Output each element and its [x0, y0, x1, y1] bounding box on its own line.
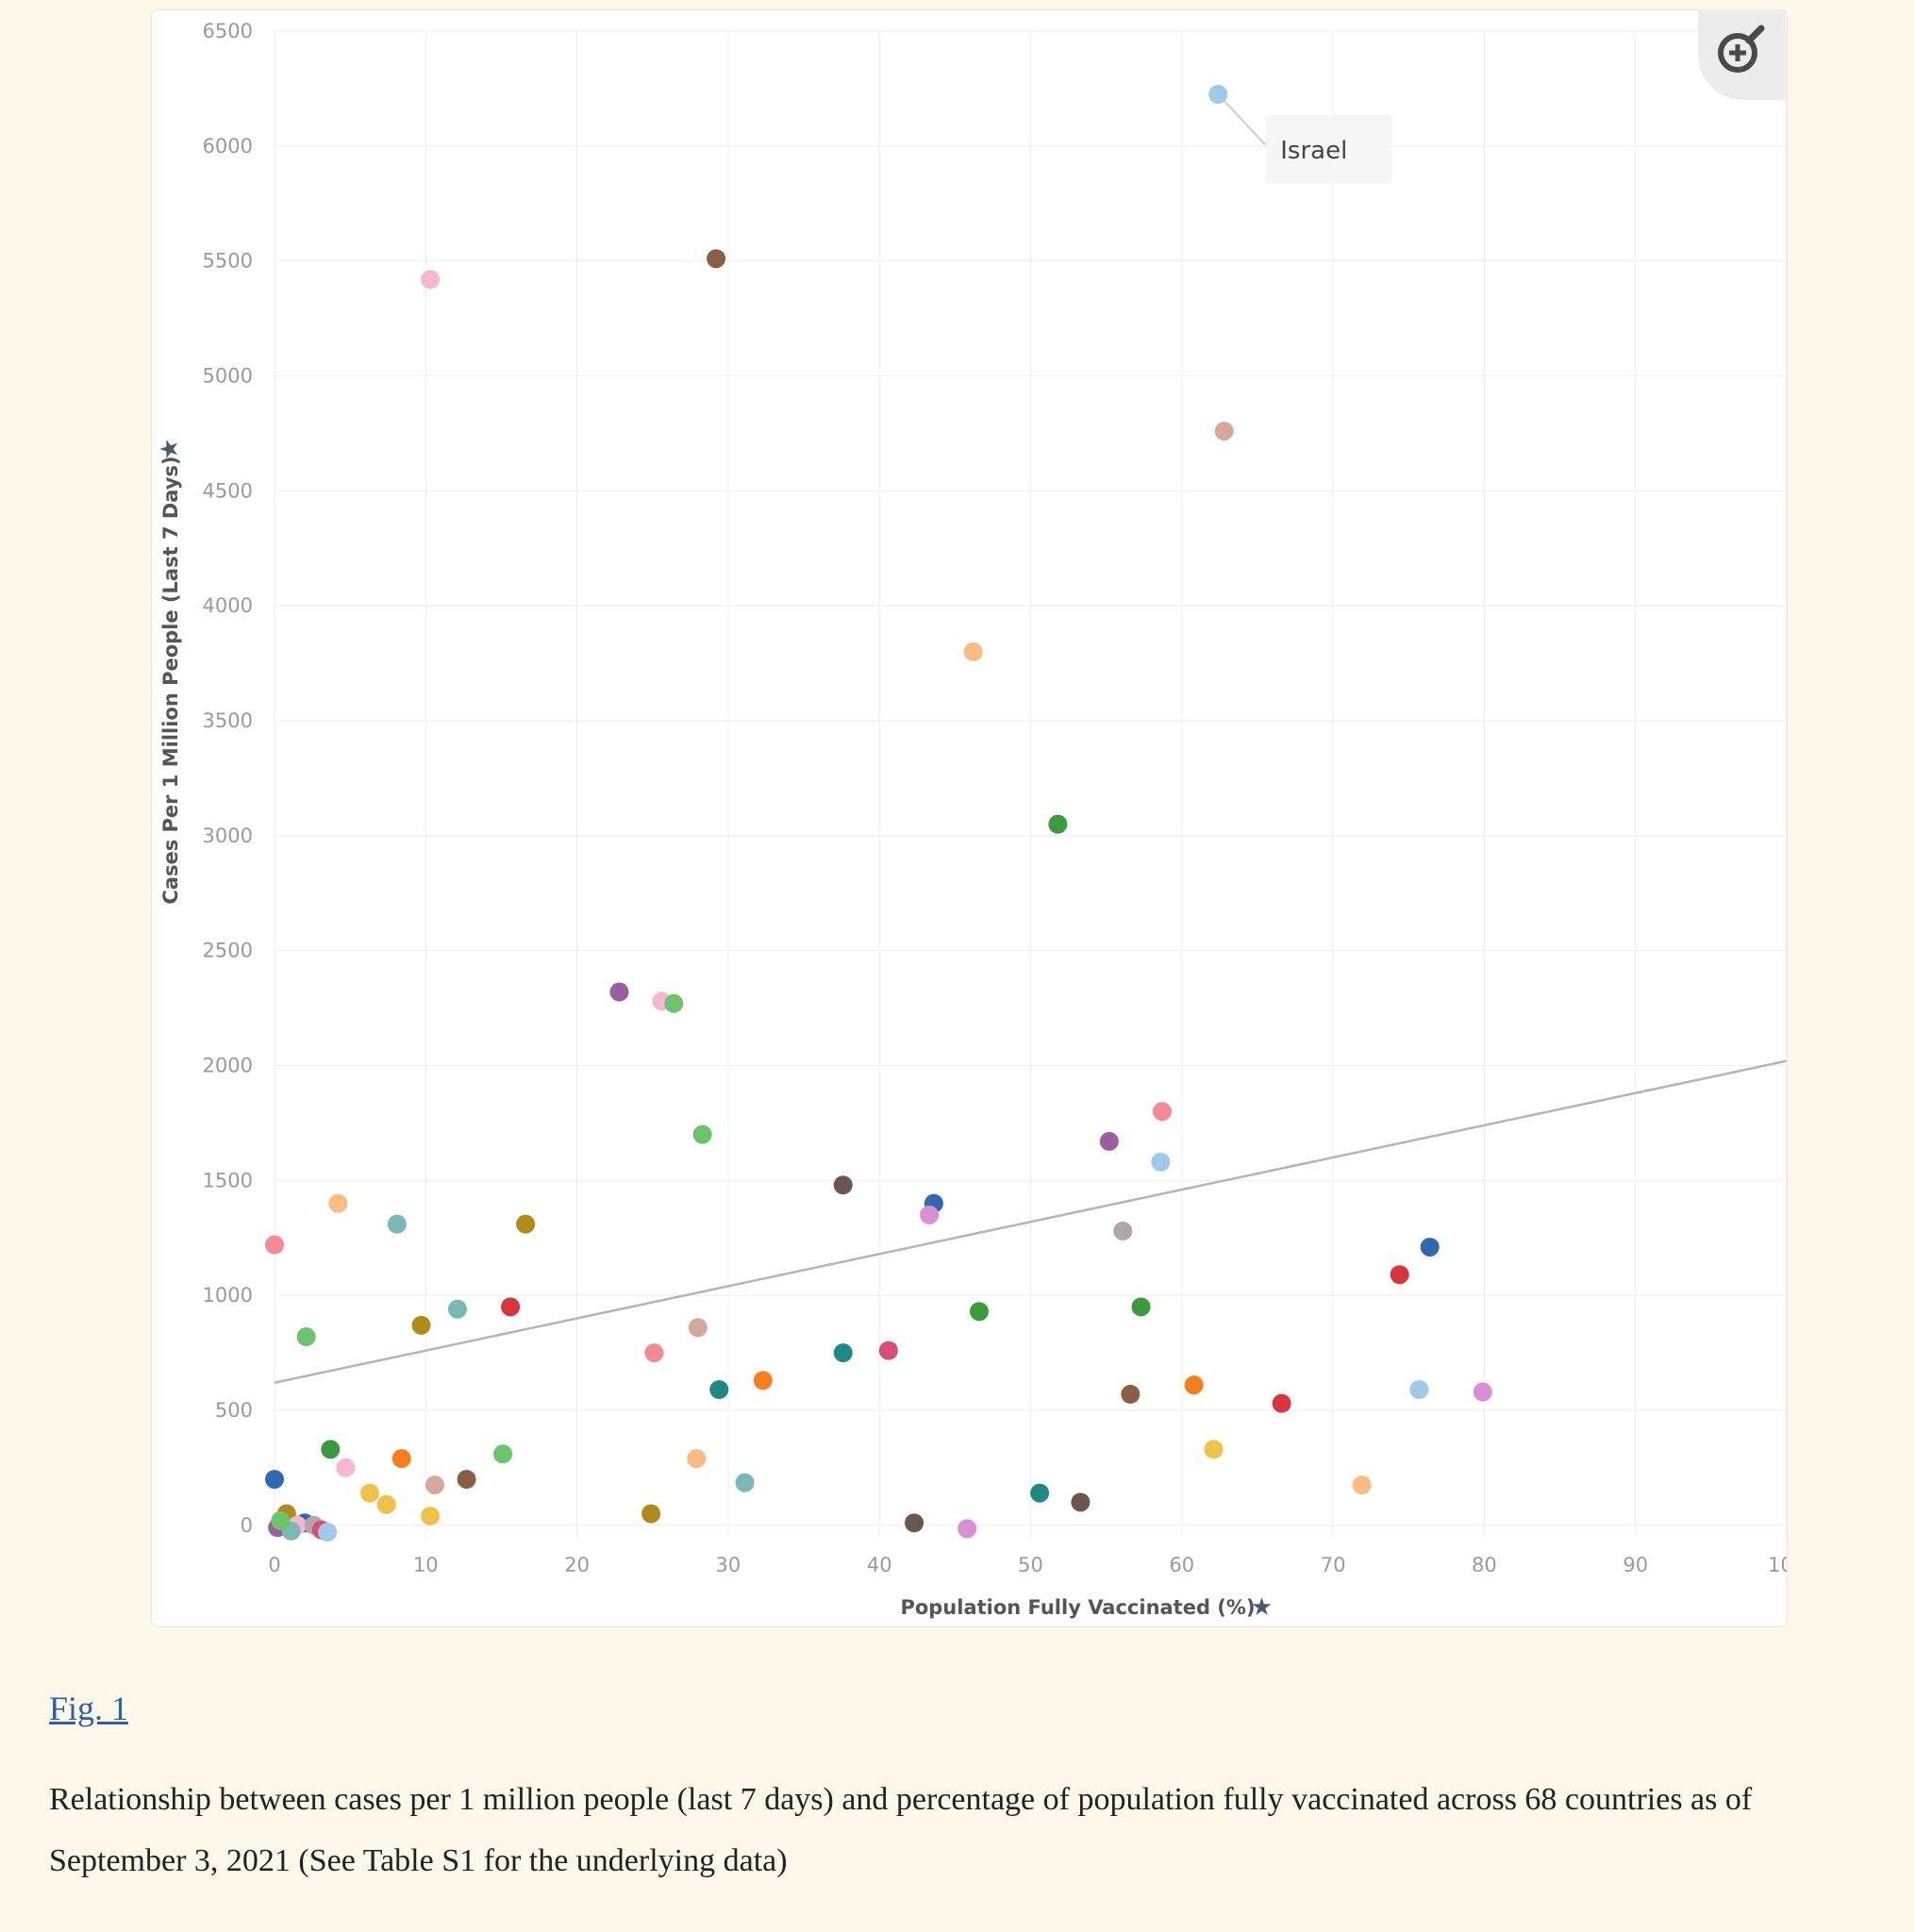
figure-caption: Relationship between cases per 1 million…: [49, 1782, 1753, 1878]
annotation-box: [1265, 115, 1392, 184]
scatter-point[interactable]: [328, 1193, 348, 1213]
x-tick-label: 80: [1472, 1554, 1497, 1576]
x-axis-pin-icon[interactable]: ★: [1251, 1592, 1273, 1621]
scatter-point[interactable]: [387, 1214, 407, 1234]
scatter-point[interactable]: [493, 1444, 513, 1464]
x-tick-label: 30: [716, 1554, 741, 1576]
scatter-point[interactable]: [516, 1214, 536, 1234]
scatter-point[interactable]: [1048, 814, 1068, 834]
x-axis-title: Population Fully Vaccinated (%): [900, 1596, 1255, 1619]
scatter-point[interactable]: [1184, 1375, 1204, 1395]
scatter-point[interactable]: [664, 993, 684, 1013]
scatter-point[interactable]: [1152, 1102, 1172, 1122]
figure-link[interactable]: Fig. 1: [49, 1690, 129, 1727]
scatter-point[interactable]: [1208, 85, 1228, 105]
y-tick-label: 3000: [203, 824, 253, 847]
scatter-point[interactable]: [501, 1297, 521, 1317]
scatter-point[interactable]: [833, 1175, 853, 1195]
scatter-point[interactable]: [421, 270, 441, 290]
scatter-point[interactable]: [963, 641, 983, 661]
scatter-point[interactable]: [421, 1507, 441, 1526]
scatter-point[interactable]: [318, 1523, 338, 1542]
y-tick-label: 5500: [203, 250, 253, 273]
scatter-point[interactable]: [1131, 1297, 1151, 1317]
x-tick-label: 20: [564, 1554, 590, 1576]
scatter-point[interactable]: [265, 1470, 284, 1490]
y-tick-label: 3500: [203, 709, 253, 732]
scatter-point[interactable]: [688, 1318, 708, 1338]
scatter-point[interactable]: [641, 1504, 661, 1524]
scatter-point[interactable]: [321, 1440, 341, 1459]
scatter-point[interactable]: [1030, 1483, 1050, 1503]
y-tick-label: 5000: [203, 364, 253, 387]
scatter-point[interactable]: [969, 1302, 989, 1322]
annotation-label: Israel: [1280, 137, 1347, 165]
scatter-point[interactable]: [707, 249, 726, 269]
x-tick-label: 100: [1768, 1554, 1787, 1576]
y-axis-title: Cases Per 1 Million People (Last 7 Days): [159, 456, 182, 904]
x-tick-label: 90: [1623, 1554, 1648, 1576]
scatter-point[interactable]: [1420, 1237, 1440, 1257]
scatter-point[interactable]: [447, 1299, 467, 1319]
y-tick-label: 6500: [203, 20, 253, 42]
scatter-point[interactable]: [833, 1343, 853, 1363]
scatter-point[interactable]: [709, 1380, 729, 1400]
scatter-point[interactable]: [644, 1343, 664, 1363]
y-tick-label: 6000: [203, 135, 253, 158]
scatter-point[interactable]: [958, 1519, 977, 1539]
zoom-in-icon[interactable]: [1698, 9, 1786, 100]
scatter-point[interactable]: [457, 1470, 476, 1490]
annotation-leader-line: [1217, 93, 1274, 154]
scatter-point[interactable]: [920, 1205, 940, 1224]
y-tick-label: 500: [215, 1399, 253, 1422]
y-tick-label: 4000: [203, 594, 253, 617]
scatter-point[interactable]: [1352, 1475, 1372, 1495]
chart-card: 0102030405060708090100050010001500200025…: [151, 9, 1788, 1627]
scatter-point[interactable]: [1409, 1380, 1429, 1400]
x-tick-label: 50: [1018, 1554, 1043, 1576]
scatter-point[interactable]: [296, 1327, 316, 1347]
zoom-button[interactable]: [1698, 9, 1786, 100]
x-tick-label: 10: [413, 1554, 439, 1576]
y-tick-label: 0: [241, 1514, 253, 1537]
scatter-point[interactable]: [271, 1510, 291, 1530]
scatter-point[interactable]: [1071, 1492, 1091, 1512]
scatter-point[interactable]: [609, 982, 629, 1002]
x-tick-label: 0: [268, 1554, 280, 1576]
scatter-point[interactable]: [878, 1341, 898, 1360]
y-tick-label: 2000: [203, 1054, 253, 1076]
y-tick-label: 4500: [203, 479, 253, 502]
scatter-point[interactable]: [411, 1315, 431, 1335]
scatter-point[interactable]: [1204, 1440, 1224, 1459]
scatter-point[interactable]: [1390, 1265, 1409, 1285]
scatter-point[interactable]: [1214, 421, 1234, 441]
scatter-point[interactable]: [1113, 1221, 1133, 1241]
y-axis-pin-icon[interactable]: ★: [155, 438, 183, 459]
scatter-point[interactable]: [376, 1494, 396, 1514]
scatter-point[interactable]: [336, 1457, 356, 1477]
x-tick-label: 70: [1321, 1554, 1346, 1576]
scatter-point[interactable]: [1099, 1131, 1119, 1151]
scatter-point[interactable]: [391, 1449, 411, 1469]
x-tick-label: 40: [867, 1554, 892, 1576]
y-tick-label: 1500: [203, 1169, 253, 1191]
y-tick-label: 1000: [203, 1284, 253, 1307]
scatter-point[interactable]: [425, 1475, 444, 1495]
scatter-point[interactable]: [692, 1124, 712, 1144]
y-tick-label: 2500: [203, 940, 253, 962]
scatter-point[interactable]: [359, 1483, 379, 1503]
scatter-chart: 0102030405060708090100050010001500200025…: [155, 20, 1787, 1621]
scatter-point[interactable]: [1473, 1382, 1492, 1402]
scatter-point[interactable]: [1151, 1152, 1171, 1172]
scatter-point[interactable]: [1121, 1384, 1141, 1404]
trend-line: [274, 1059, 1787, 1384]
scatter-point[interactable]: [905, 1513, 924, 1533]
scatter-point[interactable]: [1272, 1393, 1291, 1413]
scatter-point[interactable]: [265, 1235, 284, 1255]
scatter-point[interactable]: [687, 1449, 707, 1469]
x-tick-label: 60: [1169, 1554, 1194, 1576]
scatter-point[interactable]: [735, 1473, 755, 1492]
scatter-point[interactable]: [753, 1371, 773, 1391]
